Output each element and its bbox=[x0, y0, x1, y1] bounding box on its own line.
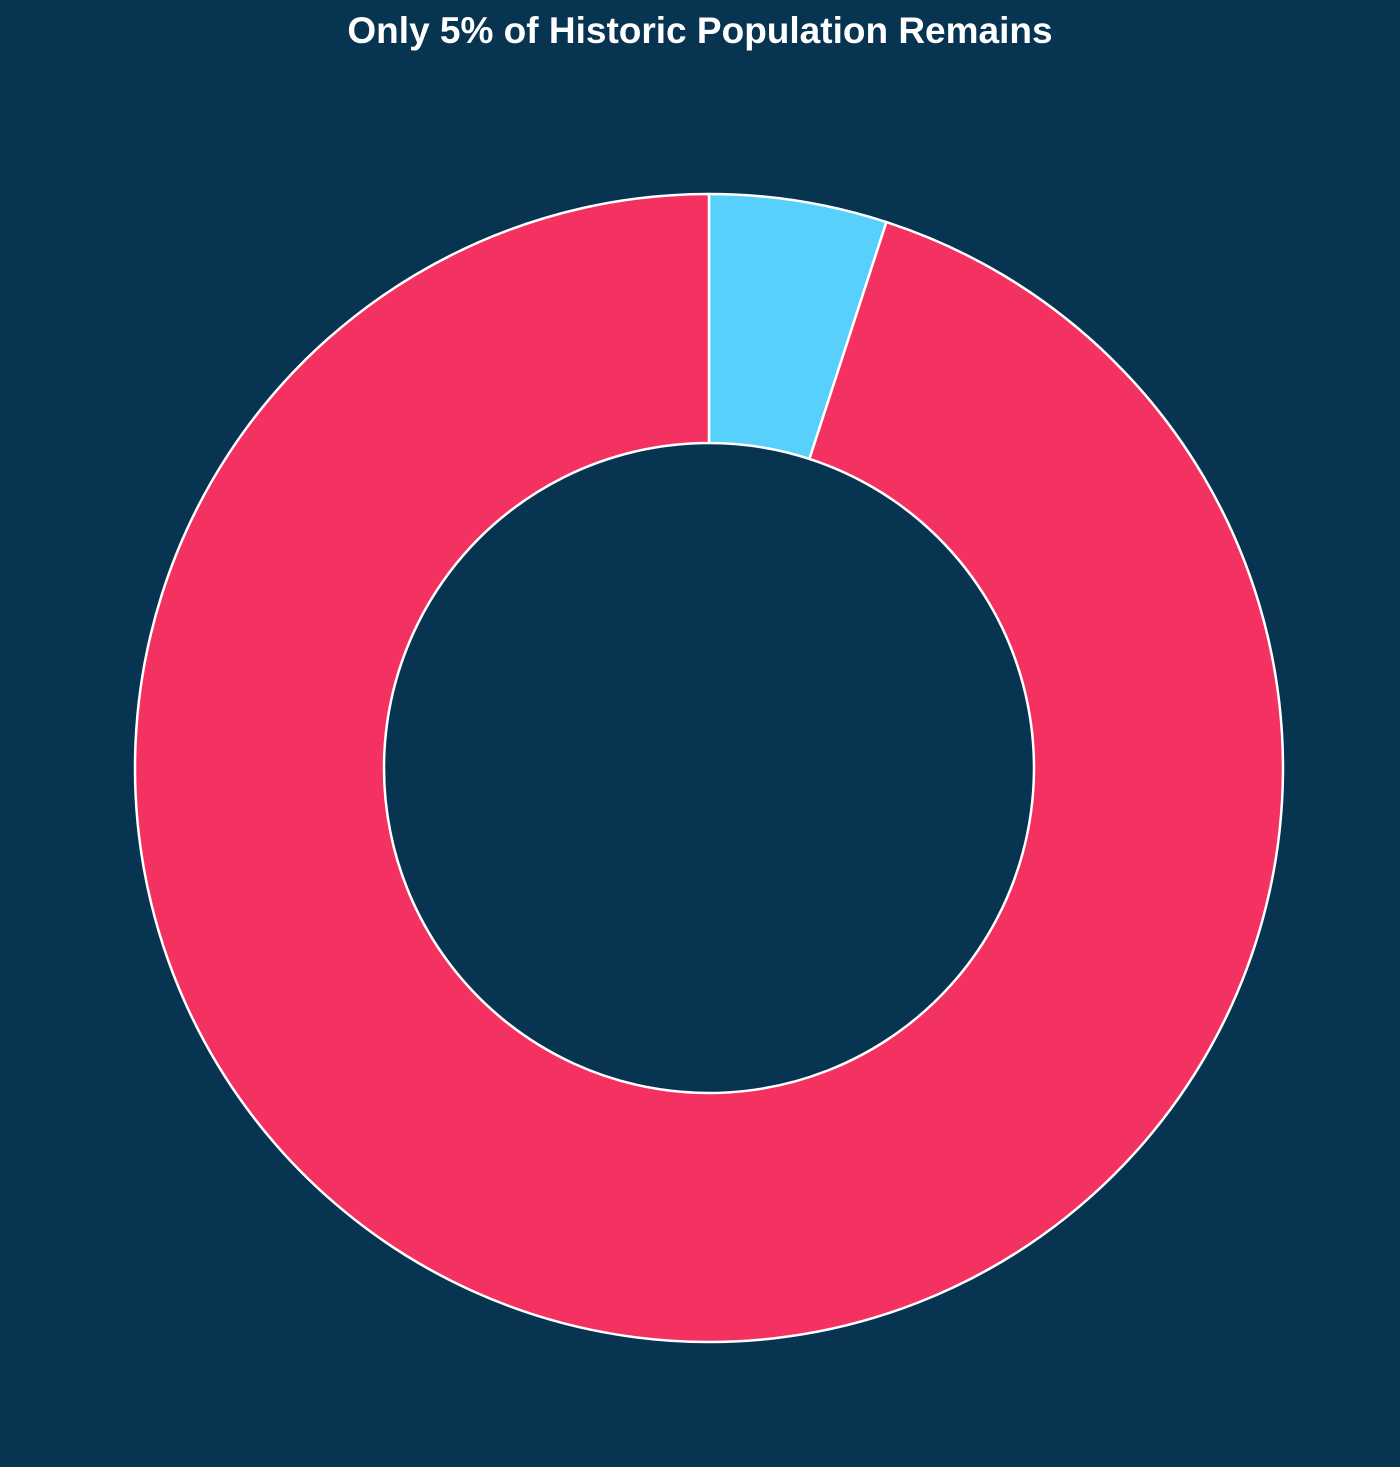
donut-slice-2 bbox=[133, 192, 1285, 1344]
chart-title: Only 5% of Historic Population Remains bbox=[347, 10, 1053, 51]
